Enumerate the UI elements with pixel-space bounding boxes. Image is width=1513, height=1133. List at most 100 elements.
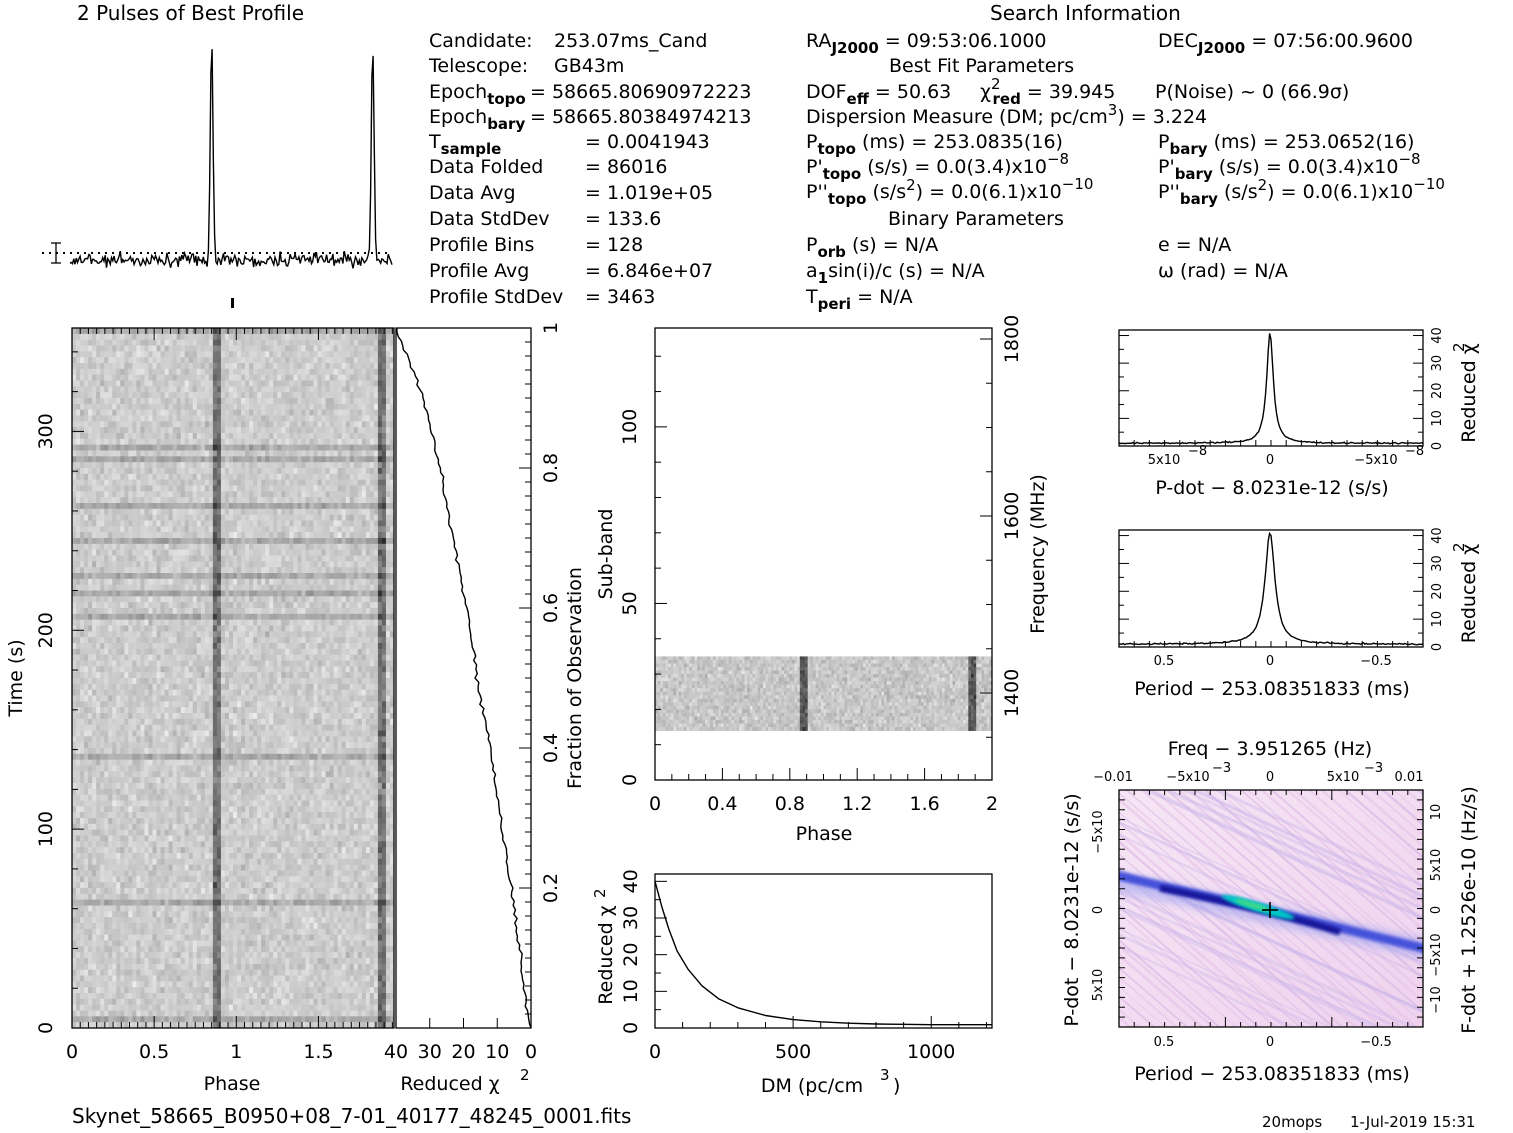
- heatmap-cell: [216, 526, 222, 533]
- heatmap-cell: [164, 345, 169, 352]
- heatmap-cell: [84, 497, 89, 504]
- heatmap-cell: [156, 497, 161, 504]
- heatmap-cell: [233, 438, 238, 446]
- heatmap-cell: [84, 503, 89, 510]
- heatmap-cell: [325, 380, 331, 387]
- heatmap-cell: [152, 608, 157, 615]
- heatmap-cell: [245, 479, 250, 486]
- heatmap-cell: [216, 456, 222, 463]
- heatmap-cell: [220, 433, 226, 440]
- heatmap-cell: [309, 497, 314, 504]
- heatmap-cell: [140, 590, 145, 597]
- heatmap-cell: [281, 578, 286, 586]
- heatmap-cell: [76, 450, 81, 457]
- heatmap-cell: [152, 590, 157, 597]
- heatmap-cell: [357, 678, 363, 685]
- heatmap-cell: [349, 613, 355, 621]
- heatmap-cell: [220, 543, 226, 551]
- heatmap-cell: [224, 549, 230, 556]
- heatmap-cell: [341, 538, 347, 545]
- heatmap-cell: [108, 526, 113, 533]
- heatmap-cell: [148, 625, 153, 632]
- heatmap-cell: [365, 625, 371, 632]
- heatmap-cell: [92, 608, 97, 615]
- heatmap-cell: [289, 643, 294, 650]
- heatmap-cell: [104, 538, 109, 545]
- heatmap-cell: [245, 508, 250, 516]
- heatmap-cell: [337, 631, 343, 638]
- heatmap-cell: [349, 386, 355, 393]
- heatmap-cell: [265, 526, 270, 533]
- heatmap-cell: [337, 613, 343, 621]
- heatmap-cell: [100, 648, 105, 656]
- heatmap-cell: [381, 625, 387, 632]
- heatmap-cell: [92, 520, 97, 527]
- heatmap-cell: [349, 608, 355, 615]
- heatmap-cell: [377, 438, 383, 446]
- heatmap-cell: [353, 678, 359, 685]
- heatmap-cell: [333, 427, 339, 434]
- heatmap-cell: [249, 473, 254, 481]
- heatmap-cell: [357, 386, 363, 393]
- heatmap-cell: [176, 567, 182, 574]
- heatmap-cell: [377, 666, 383, 673]
- heatmap-cell: [365, 497, 371, 504]
- heatmap-cell: [285, 368, 290, 376]
- heatmap-cell: [152, 625, 157, 632]
- heatmap-cell: [325, 485, 331, 492]
- heatmap-cell: [164, 392, 169, 399]
- heatmap-cell: [385, 514, 391, 521]
- heatmap-cell: [168, 561, 174, 568]
- heatmap-cell: [325, 596, 331, 603]
- heatmap-cell: [208, 584, 214, 591]
- heatmap-cell: [313, 485, 318, 492]
- heatmap-cell: [164, 660, 169, 667]
- heatmap-cell: [228, 339, 234, 346]
- heatmap-cell: [377, 456, 383, 463]
- heatmap-cell: [84, 555, 89, 562]
- heatmap-cell: [301, 578, 306, 586]
- heatmap-cell: [333, 543, 339, 551]
- heatmap-cell: [88, 328, 93, 335]
- heatmap-cell: [305, 421, 310, 428]
- heatmap-cell: [128, 438, 133, 446]
- heatmap-cell: [180, 549, 186, 556]
- heatmap-cell: [80, 485, 85, 492]
- heatmap-cell: [204, 596, 210, 603]
- heatmap-cell: [293, 503, 298, 510]
- heatmap-cell: [353, 613, 359, 621]
- heatmap-cell: [273, 584, 278, 591]
- heatmap-cell: [305, 398, 310, 405]
- heatmap-cell: [253, 678, 258, 685]
- heatmap-cell: [88, 380, 93, 387]
- heatmap-cell: [237, 339, 242, 346]
- heatmap-cell: [192, 660, 198, 667]
- heatmap-cell: [257, 328, 262, 335]
- heatmap-cell: [377, 619, 383, 626]
- heatmap-cell: [168, 392, 174, 399]
- heatmap-cell: [241, 380, 246, 387]
- heatmap-cell: [148, 654, 153, 661]
- heatmap-cell: [132, 613, 137, 621]
- heatmap-cell: [112, 573, 117, 580]
- heatmap-cell: [128, 409, 133, 416]
- heatmap-cell: [277, 462, 282, 469]
- heatmap-cell: [261, 625, 266, 632]
- heatmap-cell: [224, 368, 230, 376]
- heatmap-cell: [200, 427, 206, 434]
- heatmap-cell: [124, 514, 129, 521]
- heatmap-cell: [269, 398, 274, 405]
- heatmap-cell: [152, 357, 157, 364]
- heatmap-cell: [180, 345, 186, 352]
- heatmap-cell: [381, 444, 387, 451]
- heatmap-cell: [305, 619, 310, 626]
- heatmap-cell: [381, 561, 387, 568]
- heatmap-cell: [333, 415, 339, 422]
- heatmap-cell: [273, 438, 278, 446]
- heatmap-cell: [329, 596, 335, 603]
- heatmap-cell: [80, 421, 85, 428]
- heatmap-cell: [88, 514, 93, 521]
- heatmap-cell: [365, 421, 371, 428]
- heatmap-cell: [237, 473, 242, 481]
- heatmap-cell: [277, 508, 282, 516]
